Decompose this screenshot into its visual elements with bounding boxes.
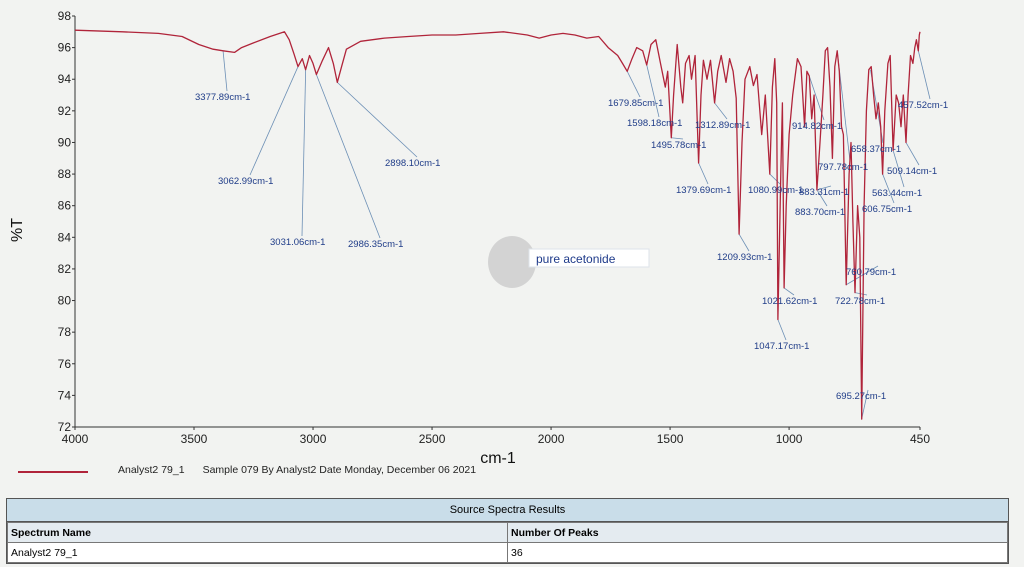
peak-leader [769, 173, 781, 185]
peak-leader [671, 137, 684, 140]
peak-leader [698, 162, 709, 185]
y-tick-label: 92 [58, 104, 72, 118]
y-tick-label: 90 [58, 135, 72, 149]
source-spectra-results: Source Spectra Results Spectrum Name Num… [6, 498, 1009, 564]
peak-label: 1047.17cm-1 [754, 341, 809, 352]
peak-leader [646, 64, 660, 118]
x-tick-label: 1500 [657, 432, 684, 446]
peak-leader [301, 69, 307, 237]
ir-spectrum-chart: 72 74 76 78 80 82 84 86 88 90 92 94 96 98 4000 3500 3000… [9, 9, 948, 467]
peak-leader-lines [222, 50, 931, 420]
peak-leader [846, 265, 879, 286]
peak-labels: 3377.89cm-1 3062.99cm-1 3031.06cm-1 2986.35… [195, 92, 948, 402]
peak-label: 1495.78cm-1 [651, 140, 706, 151]
peak-label: 914.82cm-1 [792, 121, 842, 132]
peak-label: 509.14cm-1 [887, 166, 937, 177]
peak-leader [816, 189, 828, 207]
peak-label: 2986.35cm-1 [348, 239, 403, 250]
peak-leader [738, 233, 750, 252]
peak-label: 760.79cm-1 [846, 267, 896, 278]
header-number-of-peaks: Number Of Peaks [507, 522, 1008, 543]
peak-label: 1679.85cm-1 [608, 98, 663, 109]
cell-number-of-peaks: 36 [507, 542, 1008, 563]
peak-leader [249, 66, 299, 176]
peak-leader [315, 74, 381, 239]
peak-label: 658.37cm-1 [851, 144, 901, 155]
peak-label: 1312.89cm-1 [695, 120, 750, 131]
x-tick-label: 4000 [62, 432, 89, 446]
peak-label: 883.31cm-1 [799, 187, 849, 198]
peak-leader [777, 319, 787, 341]
y-tick-label: 98 [58, 9, 72, 23]
peak-label: 563.44cm-1 [872, 188, 922, 199]
results-header-row: Spectrum Name Number Of Peaks [7, 522, 1008, 543]
y-tick-label: 84 [58, 230, 72, 244]
peak-leader [917, 50, 931, 100]
legend-series-name: Analyst2 79_1 [118, 464, 185, 476]
peak-leader [222, 50, 228, 92]
peak-label: 3377.89cm-1 [195, 92, 250, 103]
header-spectrum-name: Spectrum Name [7, 522, 508, 543]
legend-description: Sample 079 By Analyst2 Date Monday, Dece… [202, 464, 477, 476]
y-tick-label: 82 [58, 262, 72, 276]
peak-leader [714, 102, 728, 120]
sample-annotation: pure acetonide [488, 236, 650, 288]
peak-label: 1598.18cm-1 [627, 118, 682, 129]
peak-leader [882, 173, 895, 204]
results-title: Source Spectra Results [7, 499, 1008, 522]
y-tick-label: 78 [58, 325, 72, 339]
y-tick-label: 76 [58, 357, 72, 371]
legend-swatch [18, 471, 88, 473]
annotation-text: pure acetonide [536, 252, 616, 266]
peak-label: 722.78cm-1 [835, 296, 885, 307]
table-row[interactable]: Analyst2 79_1 36 [7, 542, 1008, 563]
y-tick-label: 86 [58, 199, 72, 213]
x-tick-label: 1000 [776, 432, 803, 446]
x-tick-label: 3500 [181, 432, 208, 446]
chart-legend: Analyst2 79_1 Sample 079 By Analyst2 Date… [14, 463, 614, 479]
y-tick-label: 80 [58, 294, 72, 308]
x-tick-label: 2000 [538, 432, 565, 446]
peak-label: 457.52cm-1 [898, 100, 948, 111]
y-tick-label: 96 [58, 41, 72, 55]
peak-label: 606.75cm-1 [862, 204, 912, 215]
peak-leader [905, 142, 920, 166]
peak-label: 883.70cm-1 [795, 207, 845, 218]
y-tick-label: 94 [58, 72, 72, 86]
peak-label: 1209.93cm-1 [717, 252, 772, 263]
y-tick-label: 88 [58, 167, 72, 181]
cell-spectrum-name: Analyst2 79_1 [7, 542, 508, 563]
y-tick-label: 74 [58, 388, 72, 402]
peak-leader [816, 185, 832, 191]
x-tick-label: 3000 [300, 432, 327, 446]
x-tick-label: 450 [910, 432, 930, 446]
peak-label: 797.78cm-1 [818, 162, 868, 173]
peak-label: 2898.10cm-1 [385, 158, 440, 169]
peak-label: 3062.99cm-1 [218, 176, 273, 187]
x-tick-label: 2500 [419, 432, 446, 446]
spectrum-series [74, 29, 921, 420]
peak-leader [861, 389, 869, 420]
x-axis-title: cm-1 [480, 450, 516, 467]
peak-leader [892, 150, 905, 188]
peak-leader [783, 287, 795, 296]
series-line [74, 29, 921, 420]
peak-leader [337, 82, 418, 158]
chart-axes: 72 74 76 78 80 82 84 86 88 90 92 94 96 98 4000 3500 3000… [9, 9, 930, 467]
peak-label: 1080.99cm-1 [748, 185, 803, 196]
peak-label: 695.27cm-1 [836, 391, 886, 402]
redacted-blob [488, 236, 536, 288]
y-tick-label: 72 [58, 420, 72, 434]
legend-text: Analyst2 79_1 Sample 079 By Analyst2 Date… [118, 464, 494, 476]
peak-label: 1021.62cm-1 [762, 296, 817, 307]
peak-label: 3031.06cm-1 [270, 237, 325, 248]
peak-leader [626, 71, 641, 98]
annotation-box [528, 248, 650, 268]
y-axis-title: %T [9, 218, 26, 242]
peak-label: 1379.69cm-1 [676, 185, 731, 196]
results-table: Spectrum Name Number Of Peaks Analyst2 7… [7, 522, 1008, 563]
